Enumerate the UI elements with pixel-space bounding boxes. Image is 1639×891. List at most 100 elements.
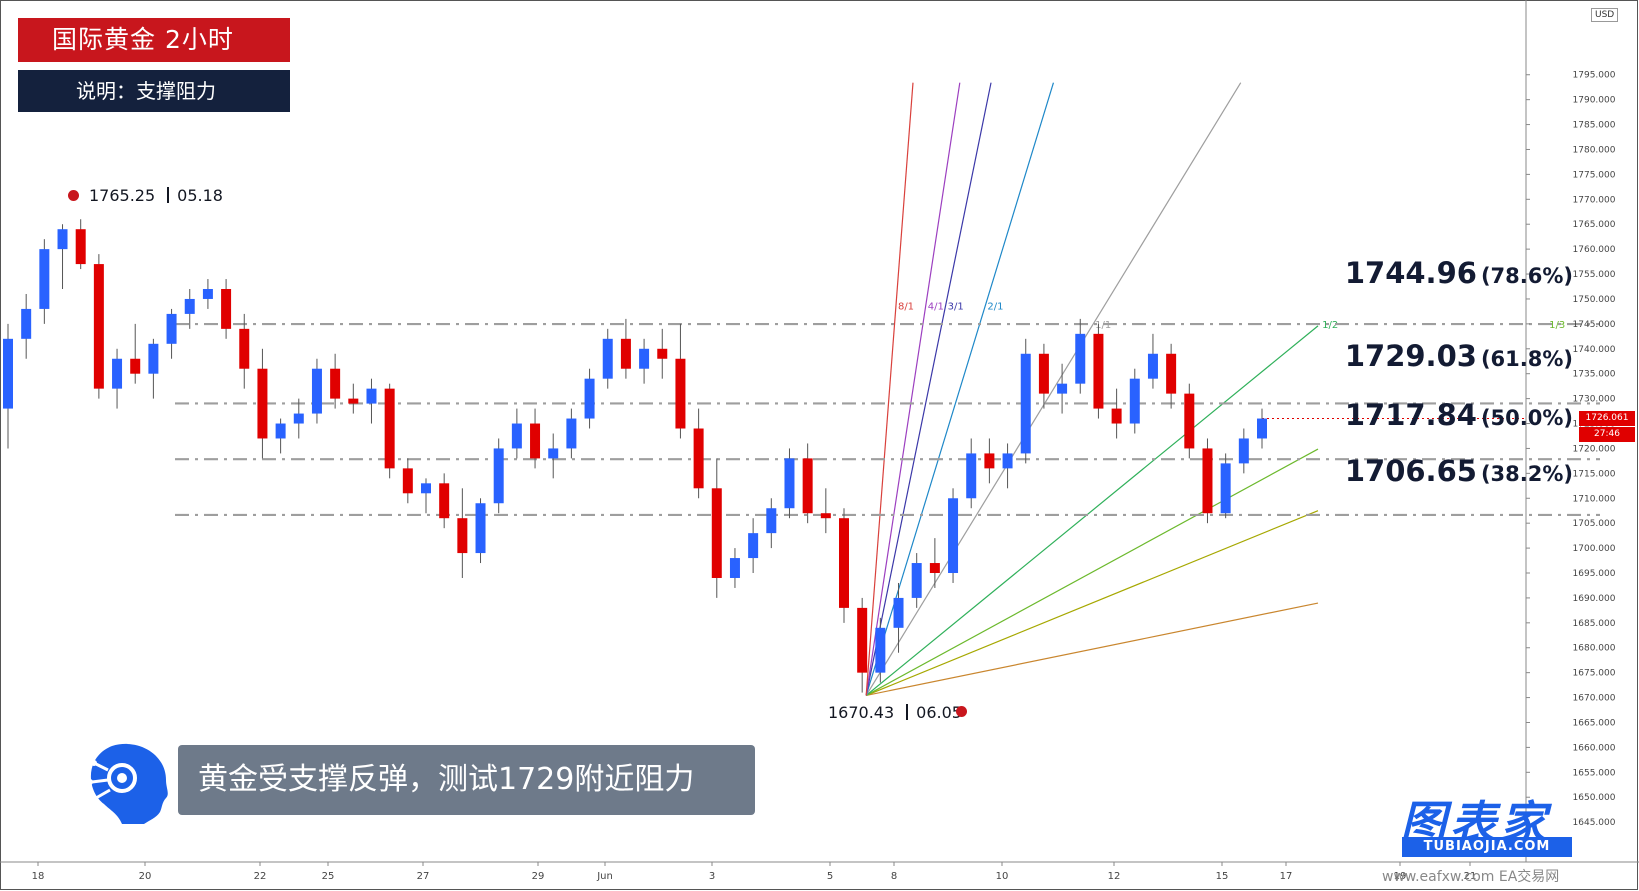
low-price: 1670.43 — [828, 703, 895, 722]
y-tick-label: 1735.000 — [1573, 370, 1616, 380]
candle-body — [1057, 383, 1068, 394]
candle-body — [202, 288, 213, 299]
y-tick-label: 1750.000 — [1573, 295, 1616, 305]
fib-label-786: 1744.96 (78.6%) — [1345, 256, 1573, 290]
candle-body — [39, 249, 50, 309]
candle-body — [1002, 453, 1013, 469]
candle-body — [21, 308, 32, 339]
low-marker-dot — [956, 706, 967, 717]
low-annotation: 1670.43 06.05 — [828, 703, 962, 722]
candle-body — [875, 627, 886, 673]
candle-body — [966, 453, 977, 499]
fib-price: 1729.03 — [1344, 339, 1477, 373]
y-tick-label: 1680.000 — [1573, 644, 1616, 654]
annotation-separator — [906, 704, 909, 720]
watermark: www.eafxw.com EA交易网 — [1382, 869, 1560, 885]
candle-body — [112, 358, 123, 389]
candle-body — [530, 423, 541, 459]
y-tick-label: 1655.000 — [1573, 768, 1616, 778]
candle-body — [584, 378, 595, 419]
candle-body — [602, 338, 613, 379]
gann-fan-line — [865, 82, 1055, 696]
x-tick-label: 15 — [1216, 871, 1229, 882]
fib-pct: (38.2%) — [1480, 462, 1573, 486]
candle-body — [1111, 408, 1122, 424]
candle-body — [439, 483, 450, 519]
candle-body — [711, 488, 722, 578]
y-tick-label: 1790.000 — [1573, 96, 1616, 106]
gann-fan-line — [865, 82, 1242, 696]
candle-body — [657, 348, 668, 359]
candle-body — [257, 368, 268, 439]
candle-body — [493, 448, 504, 504]
gann-ratio-label: 1/3 — [1549, 320, 1565, 331]
x-tick-label: 25 — [322, 871, 335, 882]
x-tick-label: 12 — [1108, 871, 1121, 882]
candle-body — [620, 338, 631, 369]
candle-body — [1184, 393, 1195, 449]
y-tick-label: 1650.000 — [1573, 793, 1616, 803]
candle-body — [1020, 353, 1031, 454]
y-tick-label: 1710.000 — [1573, 494, 1616, 504]
high-date: 05.18 — [177, 186, 223, 205]
candle-body — [820, 513, 831, 519]
gann-fan-line — [865, 510, 1319, 696]
candle-body — [984, 453, 995, 469]
candle-body — [784, 458, 795, 509]
high-marker-dot — [68, 190, 79, 201]
candles — [3, 219, 1267, 693]
candle-body — [57, 229, 68, 250]
y-tick-label: 1760.000 — [1573, 245, 1616, 255]
fib-pct: (61.8%) — [1480, 347, 1573, 371]
candle-body — [639, 348, 650, 369]
y-tick-label: 1795.000 — [1573, 71, 1616, 81]
candle-body — [1129, 378, 1140, 424]
fib-price: 1717.84 — [1344, 398, 1477, 432]
candle-body — [1238, 438, 1249, 464]
candle-body — [275, 423, 286, 439]
y-tick-label: 1765.000 — [1573, 220, 1616, 230]
y-tick-label: 1770.000 — [1573, 195, 1616, 205]
fib-label-500: 1717.84 (50.0%) — [1345, 398, 1573, 432]
candle-body — [675, 358, 686, 429]
y-tick-label: 1785.000 — [1573, 121, 1616, 131]
candle-body — [766, 508, 777, 534]
currency-label: USD — [1591, 8, 1619, 22]
candle-body — [402, 468, 413, 494]
gann-fan: 1/81/41/31/21/12/13/14/18/1 — [865, 82, 1565, 697]
candle-body — [1202, 448, 1213, 514]
y-tick-label: 1715.000 — [1573, 469, 1616, 479]
fib-label-618: 1729.03 (61.8%) — [1345, 339, 1573, 373]
x-tick-label: 17 — [1280, 871, 1293, 882]
candle-body — [748, 533, 759, 559]
x-tick-label: 5 — [827, 871, 833, 882]
candle-body — [184, 298, 195, 314]
candle-body — [348, 398, 359, 404]
candle-body — [929, 563, 940, 574]
candle-body — [729, 558, 740, 578]
candle-body — [330, 368, 341, 399]
high-annotation: 1765.25 05.18 — [89, 186, 223, 205]
candle-body — [166, 313, 177, 344]
gann-fan-line — [865, 448, 1319, 696]
gann-ratio-label: 8/1 — [898, 302, 914, 313]
y-tick-label: 1675.000 — [1573, 669, 1616, 679]
x-tick-label: 21 — [1464, 871, 1477, 882]
y-tick-label: 1695.000 — [1573, 569, 1616, 579]
candle-body — [421, 483, 431, 494]
candle-body — [911, 563, 922, 598]
gann-ratio-label: 2/1 — [987, 302, 1003, 313]
y-tick-label: 1720.000 — [1573, 444, 1616, 454]
candle-body — [839, 518, 849, 608]
gann-fan-line — [865, 82, 961, 696]
caption-box: 黄金受支撑反弹，测试1729附近阻力 — [178, 745, 755, 815]
chart-subtitle: 说明：支撑阻力 — [18, 70, 290, 112]
y-tick-label: 1705.000 — [1573, 519, 1616, 529]
high-price: 1765.25 — [89, 186, 156, 205]
y-tick-label: 1685.000 — [1573, 619, 1616, 629]
candle-body — [3, 338, 13, 409]
candle-body — [384, 388, 395, 469]
